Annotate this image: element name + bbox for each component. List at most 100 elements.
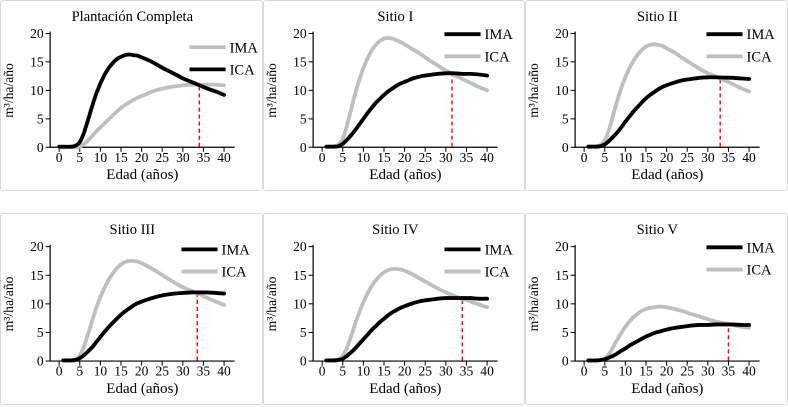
y-axis-label: m³/ha/año	[526, 63, 541, 118]
x-tick-label: 25	[681, 150, 695, 165]
y-tick-label: 5	[562, 111, 569, 126]
x-tick-label: 15	[114, 364, 128, 379]
x-tick-label: 30	[439, 150, 453, 165]
y-tick-label: 20	[293, 239, 307, 254]
x-tick-label: 25	[418, 364, 432, 379]
y-tick-label: 10	[293, 296, 307, 311]
y-tick-label: 10	[30, 296, 44, 311]
x-tick-label: 20	[135, 150, 149, 165]
x-tick-label: 40	[480, 364, 494, 379]
x-tick-label: 25	[418, 150, 432, 165]
chart-title: Sitio III	[110, 222, 156, 238]
series-curve-ima	[586, 75, 752, 149]
legend-label-ica: ICA	[222, 265, 247, 281]
y-axis-label: m³/ha/año	[1, 63, 16, 118]
x-tick-label: 25	[155, 364, 169, 379]
y-tick-label: 10	[555, 296, 569, 311]
x-tick-label: 35	[722, 364, 736, 379]
x-tick-label: 5	[602, 364, 609, 379]
x-tick-label: 35	[197, 150, 211, 165]
series-curve-ica	[586, 304, 752, 363]
x-tick-label: 35	[197, 364, 211, 379]
y-tick-label: 5	[37, 111, 44, 126]
y-tick-label: 20	[293, 26, 307, 41]
x-tick-label: 40	[743, 150, 757, 165]
y-tick-label: 20	[30, 239, 44, 254]
x-tick-label: 5	[339, 364, 346, 379]
chart-title: Sitio I	[377, 9, 413, 25]
x-tick-label: 0	[581, 150, 588, 165]
y-tick-label: 15	[30, 268, 44, 283]
legend-label-ima: IMA	[747, 240, 776, 256]
series-curve-ica	[324, 266, 489, 363]
y-tick-label: 0	[37, 354, 44, 369]
chart-panel-sitio-iii: Sitio III m³/ha/año 0 5 10 15 20 0 5 10 15 20 25 30 35…	[0, 213, 263, 405]
x-tick-label: 0	[318, 150, 325, 165]
x-tick-label: 35	[459, 364, 473, 379]
y-axis-label: m³/ha/año	[264, 276, 279, 331]
x-axis-label: Edad (años)	[369, 167, 441, 183]
y-tick-label: 15	[293, 268, 307, 283]
chart-title: Sitio II	[637, 9, 678, 25]
x-tick-label: 5	[76, 364, 83, 379]
legend-label-ica: ICA	[747, 263, 772, 279]
y-tick-label: 5	[299, 111, 306, 126]
x-tick-label: 30	[439, 364, 453, 379]
series-curve-ica	[324, 36, 489, 149]
x-tick-label: 15	[377, 150, 391, 165]
x-tick-label: 20	[398, 150, 412, 165]
legend-label-ica: ICA	[230, 62, 256, 78]
legend-label-ima: IMA	[747, 27, 776, 43]
axis-lines	[574, 244, 760, 362]
y-tick-label: 0	[299, 354, 306, 369]
series-curve-ica	[57, 52, 226, 149]
x-tick-label: 40	[217, 150, 231, 165]
y-tick-label: 15	[555, 54, 569, 69]
y-tick-label: 0	[562, 140, 569, 155]
axis-lines	[312, 31, 498, 148]
chart-title: Plantación Completa	[72, 9, 194, 25]
series-curve-ica	[61, 258, 226, 363]
y-tick-label: 10	[30, 83, 44, 98]
y-tick-label: 10	[555, 83, 569, 98]
x-tick-label: 0	[581, 364, 588, 379]
y-tick-label: 20	[30, 26, 44, 41]
y-tick-label: 5	[299, 325, 306, 340]
x-tick-label: 15	[377, 364, 391, 379]
x-tick-label: 20	[135, 364, 149, 379]
x-tick-label: 5	[602, 150, 609, 165]
x-tick-label: 30	[176, 364, 190, 379]
y-tick-label: 20	[555, 26, 569, 41]
x-tick-label: 10	[619, 150, 633, 165]
x-tick-label: 25	[681, 364, 695, 379]
chart-title: Sitio IV	[372, 222, 419, 238]
x-tick-label: 30	[176, 150, 190, 165]
y-tick-label: 20	[555, 239, 569, 254]
x-tick-label: 0	[318, 364, 325, 379]
x-axis-label: Edad (años)	[106, 167, 178, 183]
x-tick-label: 5	[339, 150, 346, 165]
legend-label-ima: IMA	[222, 242, 251, 258]
x-axis-label: Edad (años)	[632, 381, 704, 397]
legend-label-ica: ICA	[747, 49, 773, 65]
y-tick-label: 0	[37, 140, 44, 155]
x-tick-label: 40	[743, 364, 757, 379]
x-tick-label: 30	[701, 150, 715, 165]
x-tick-label: 15	[640, 150, 654, 165]
x-tick-label: 35	[722, 150, 736, 165]
x-tick-label: 10	[94, 150, 108, 165]
x-tick-label: 20	[660, 364, 674, 379]
chart-panel-sitio-ii: Sitio II m³/ha/año 0 5 10 15 20 0 5 10 15 20 25 30 35 4…	[525, 0, 788, 191]
y-axis-label: m³/ha/año	[1, 276, 16, 331]
y-tick-label: 15	[30, 54, 44, 69]
x-axis-label: Edad (años)	[369, 381, 441, 397]
x-axis-label: Edad (años)	[632, 167, 704, 183]
chart-title: Sitio V	[637, 222, 679, 238]
x-tick-label: 5	[76, 150, 83, 165]
